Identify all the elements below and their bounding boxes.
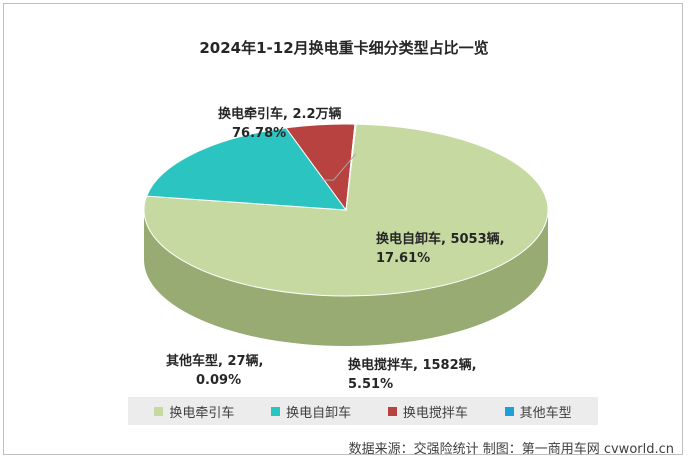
slice-label-tractor: 换电牵引车, 2.2万辆 76.78%	[218, 107, 342, 141]
legend-item-tractor: 换电牵引车	[154, 402, 234, 421]
chart-legend: 换电牵引车 换电自卸车 换电搅拌车 其他车型	[128, 397, 598, 425]
chart-title: 2024年1-12月换电重卡细分类型占比一览	[199, 39, 489, 57]
data-source: 数据来源：交强险统计 制图：第一商用车网 cvworld.cn	[348, 442, 674, 457]
slice-label-mixer: 换电搅拌车, 1582辆, 5.51%	[348, 358, 477, 392]
legend-swatch	[387, 406, 397, 416]
pie-side-0	[144, 210, 548, 346]
legend-swatch	[154, 406, 164, 416]
legend-swatch	[271, 406, 281, 416]
leader-line-other	[321, 153, 356, 181]
pie-slice-3	[345, 123, 357, 211]
legend-item-dump: 换电自卸车	[271, 402, 351, 421]
legend-item-mixer: 换电搅拌车	[387, 402, 468, 421]
slice-label-dump: 换电自卸车, 5053辆, 17.61%	[376, 232, 505, 266]
legend-item-other: 其他车型	[504, 402, 572, 421]
pie-slice-1	[145, 127, 348, 211]
legend-swatch	[504, 406, 514, 416]
slice-label-other: 其他车型, 27辆, 0.09%	[166, 354, 264, 388]
